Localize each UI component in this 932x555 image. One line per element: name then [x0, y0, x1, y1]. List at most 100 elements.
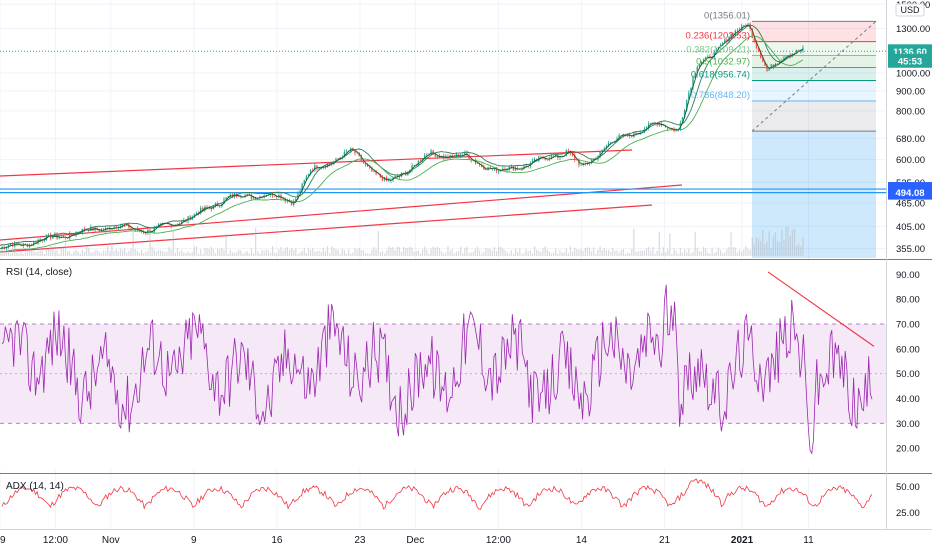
volume-bar [345, 253, 348, 256]
volume-bar [445, 252, 447, 256]
volume-bar [451, 249, 453, 256]
volume-bar [660, 252, 662, 256]
volume-bar [449, 250, 451, 256]
candle-body [645, 127, 648, 130]
candle-body [476, 163, 479, 164]
volume-bar [631, 249, 633, 256]
candle-body [417, 160, 420, 166]
candle-body [776, 63, 779, 65]
candle-body [702, 59, 705, 62]
candle-body [107, 227, 109, 229]
volume-bar [202, 253, 204, 256]
candle-body [483, 166, 485, 170]
volume-bar [310, 250, 312, 256]
volume-bar [648, 246, 650, 256]
time-tick-label: 12:00 [486, 535, 511, 546]
volume-bar [117, 251, 119, 256]
volume-bar [447, 246, 449, 256]
adx-line [1, 478, 873, 510]
fibonacci-retracement[interactable] [751, 20, 877, 258]
rsi-axis[interactable]: 90.00 80.00 70.00 60.00 50.00 40.00 30.00 20.00 [896, 270, 920, 455]
price-tick-label: 465.00 [896, 198, 925, 209]
candle-body [540, 156, 542, 158]
candle-body [66, 238, 69, 239]
candle-body [200, 207, 202, 214]
adx-pane[interactable]: ADX (14, 14) [1, 478, 873, 510]
candle-body [692, 77, 694, 88]
volume-bar [92, 252, 94, 256]
candle-body [743, 25, 745, 26]
candle-body [485, 169, 487, 171]
volume-bar [607, 249, 610, 256]
candle-body [94, 227, 96, 231]
volume-bar [217, 248, 219, 256]
rsi-pane[interactable]: RSI (14, close) [0, 261, 886, 469]
candle-body [436, 155, 439, 157]
volume-bar [31, 250, 33, 256]
volume-bar [179, 251, 181, 256]
volume-bar [476, 246, 479, 256]
candle-body [85, 229, 88, 231]
volume-bar [208, 248, 210, 256]
volume-bar [373, 247, 375, 256]
candle-body [98, 229, 101, 232]
volume-bar [588, 247, 591, 256]
volume-bar [147, 250, 149, 256]
volume-bar [223, 250, 225, 256]
candle-body [698, 63, 701, 67]
volume-bar [305, 252, 307, 256]
candle-body [343, 151, 346, 158]
volume-bar [479, 250, 481, 256]
volume-bar [238, 249, 240, 256]
volume-bar [679, 247, 681, 256]
volume-bar [762, 230, 764, 256]
fib-zone [752, 67, 876, 81]
candle-body [147, 230, 149, 233]
horizontal-lines[interactable] [0, 188, 886, 194]
candle-body [531, 160, 534, 164]
candle-body [7, 245, 10, 247]
candle-body [83, 228, 86, 231]
volume-bar [67, 251, 69, 256]
candle-body [798, 50, 800, 52]
volume-bar [633, 228, 635, 256]
candle-body [295, 199, 297, 202]
candle-body [690, 87, 692, 93]
volume-bar [428, 253, 430, 256]
volume-bar [610, 251, 612, 256]
currency-badge-frame [895, 3, 925, 17]
candle-body [30, 244, 33, 246]
adx-axis[interactable]: 50.00 25.00 [896, 482, 920, 519]
volume-bar [86, 246, 88, 256]
rsi-tick-label: 30.00 [896, 419, 920, 430]
volume-bar [684, 249, 686, 256]
volume-bar [124, 247, 126, 256]
volume-bar [783, 239, 785, 256]
candle-body [362, 160, 365, 164]
trendline [0, 184, 683, 241]
candle-body [286, 200, 289, 202]
candle-body [620, 135, 622, 136]
volume-bar [267, 249, 269, 256]
volume-bar [525, 249, 527, 256]
volume-bar [381, 250, 384, 256]
volume-bar [415, 250, 417, 256]
volume-bar [259, 253, 261, 256]
rsi-trendline[interactable] [767, 271, 875, 347]
volume-bar [174, 252, 176, 256]
candle-body [54, 234, 56, 237]
volume-bar [800, 246, 802, 256]
candle-body [172, 225, 174, 227]
candle-body [683, 109, 686, 118]
volume-bar [527, 251, 529, 256]
price-axis[interactable]: 1500.001300.001000.00900.00800.00680.006… [896, 0, 930, 255]
candle-body [47, 234, 50, 235]
time-axis[interactable]: 19 12:00 Nov 9 16 23 Dec 12:00 14 21 2021 11 [0, 535, 814, 546]
price-badge-label: 494.08 [895, 188, 924, 199]
trendlines[interactable] [0, 149, 683, 253]
volume-bar [700, 251, 703, 256]
volume-bar [98, 252, 100, 256]
volume-bar [730, 232, 732, 256]
volume-bar [343, 250, 346, 256]
